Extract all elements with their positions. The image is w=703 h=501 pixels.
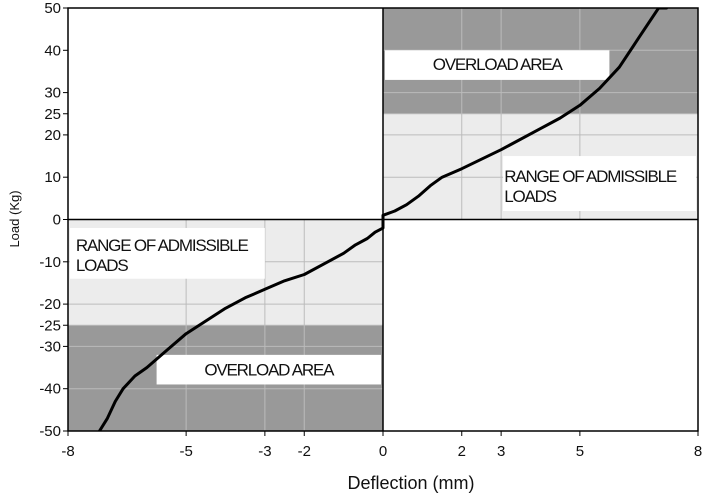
load-deflection-curve [98, 8, 668, 431]
x-tick-label: -5 [179, 443, 192, 460]
y-tick-label: 30 [44, 85, 61, 102]
y-tick-label: -30 [39, 338, 61, 355]
y-axis-title: Load (Kg) [7, 190, 22, 247]
x-tick-label: -2 [298, 443, 311, 460]
upper-overload-label-text: OVERLOAD AREA [433, 55, 564, 74]
upper-admissible-label-box [503, 156, 697, 212]
x-tick-label: 8 [694, 443, 702, 460]
lower-admissible-label-text: LOADS [76, 256, 128, 275]
y-tick-label: -25 [39, 317, 61, 334]
upper-overload-label-box [384, 50, 610, 80]
y-tick-label: -10 [39, 254, 61, 271]
upper-admissible-label-text: RANGE OF ADMISSIBLE [504, 167, 677, 186]
x-tick-label: 2 [458, 443, 466, 460]
y-tick-label: 25 [44, 106, 61, 123]
upper-admissible-label-text: LOADS [504, 187, 556, 206]
x-tick-labels: -8 -5 -3 -2 0 2 3 5 8 [61, 431, 702, 460]
x-axis-title: Deflection (mm) [347, 473, 474, 493]
y-tick-label: 40 [44, 42, 61, 59]
y-tick-label: -40 [39, 381, 61, 398]
x-tick-label: -3 [258, 443, 271, 460]
x-tick-label: -8 [61, 443, 74, 460]
y-tick-label: -20 [39, 296, 61, 313]
lower-admissible-label-text: RANGE OF ADMISSIBLE [76, 236, 249, 255]
x-tick-label: 3 [497, 443, 505, 460]
y-tick-labels: 50 40 30 25 20 10 0 -10 -20 -25 -30 -40 -50 [39, 0, 68, 440]
lower-overload-label-box [156, 354, 382, 385]
curve-layer [98, 8, 668, 431]
y-tick-label: -50 [39, 423, 61, 440]
lower-admissible-label-box [69, 227, 265, 279]
x-tick-label: 0 [379, 443, 387, 460]
lower-overload-label-text: OVERLOAD AREA [204, 361, 335, 380]
y-tick-label: 50 [44, 0, 61, 17]
x-tick-label: 5 [576, 443, 584, 460]
gridlines [68, 8, 698, 431]
y-tick-label: 10 [44, 169, 61, 186]
y-tick-label: 20 [44, 127, 61, 144]
y-tick-label: 0 [53, 212, 61, 229]
